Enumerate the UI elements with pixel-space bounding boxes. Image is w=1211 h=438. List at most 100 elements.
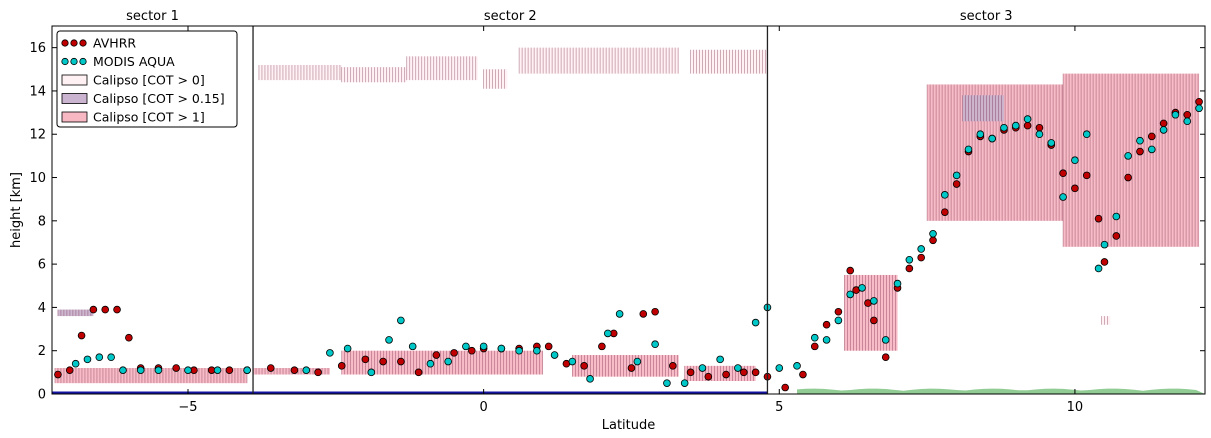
modis-point — [1136, 136, 1144, 145]
avhrr-point — [113, 305, 121, 314]
modis-point — [136, 366, 145, 374]
modis-point — [1094, 264, 1103, 273]
avhrr-point — [77, 331, 86, 340]
avhrr-point — [639, 310, 648, 318]
modis-point — [1082, 130, 1091, 139]
avhrr-point — [1094, 214, 1103, 223]
avhrr-point — [598, 342, 606, 351]
avhrr-point — [722, 370, 730, 379]
legend-label: Calipso [COT > 0] — [93, 73, 205, 88]
modis-point — [870, 297, 878, 305]
modis-point — [604, 329, 612, 338]
avhrr-point — [627, 364, 636, 372]
avhrr-point — [580, 362, 588, 370]
avhrr-point — [468, 346, 476, 355]
modis-point — [302, 366, 311, 374]
calipso-layer — [962, 95, 1004, 122]
avhrr-point — [704, 372, 713, 381]
modis-point — [964, 145, 973, 154]
avhrr-point — [379, 357, 387, 366]
modis-point — [154, 366, 163, 374]
avhrr-point — [669, 362, 677, 370]
calipso-layer-fill — [258, 64, 342, 81]
legend-label: Calipso [COT > 1] — [93, 110, 205, 125]
modis-point — [1147, 145, 1156, 154]
calipso-layer-fill — [341, 67, 407, 83]
x-tick-label: −5 — [178, 400, 197, 415]
modis-point — [1100, 240, 1109, 249]
x-axis-label: Latitude — [602, 418, 656, 433]
modis-legend-marker — [79, 57, 87, 66]
modis-point — [1023, 115, 1032, 123]
calipso-layer-fill — [572, 355, 679, 377]
modis-point — [810, 333, 819, 342]
calipso-layer — [844, 274, 898, 351]
x-tick-label: 0 — [479, 400, 487, 415]
modis-point — [213, 366, 222, 374]
avhrr-point — [929, 236, 937, 245]
modis-point — [775, 364, 784, 372]
modis-point — [716, 355, 724, 364]
calipso-layer-fill — [341, 350, 543, 375]
calipso-layer-fill — [519, 47, 679, 74]
avhrr-point — [266, 364, 275, 372]
avhrr-point — [1082, 171, 1091, 180]
modis-point — [343, 344, 352, 353]
avhrr-point — [781, 383, 789, 392]
avhrr-point — [1112, 232, 1121, 240]
avhrr-point — [905, 264, 914, 273]
sector-label: sector 1 — [126, 9, 179, 24]
calipso-layer — [1101, 316, 1111, 325]
avhrr-point — [917, 253, 925, 262]
avhrr-point — [1159, 119, 1168, 128]
avhrr-point — [337, 362, 346, 370]
avhrr-point — [1136, 147, 1144, 156]
calipso-layer — [1062, 73, 1200, 247]
legend-entry-cot1: Calipso [COT > 1] — [61, 110, 205, 125]
avhrr-point — [1147, 132, 1156, 141]
avhrr-point — [1071, 184, 1079, 193]
avhrr-point — [450, 349, 458, 357]
calipso-layer-fill — [1101, 316, 1111, 325]
modis-point — [941, 191, 949, 199]
calipso-layer — [483, 69, 508, 89]
y-tick-label: 8 — [38, 214, 46, 229]
modis-point — [1059, 193, 1067, 201]
modis-point — [976, 130, 985, 139]
modis-point — [119, 366, 127, 374]
modis-point — [1183, 117, 1192, 126]
modis-point — [905, 255, 914, 264]
legend-entry-cot0: Calipso [COT > 0] — [61, 73, 205, 88]
modis-point — [533, 346, 541, 355]
avhrr-point — [881, 353, 890, 362]
avhrr-point — [941, 208, 949, 216]
modis-point — [385, 336, 393, 344]
avhrr-point — [54, 370, 62, 379]
avhrr-point — [1023, 121, 1032, 130]
avhrr-point — [1059, 169, 1067, 178]
modis-point — [793, 362, 801, 370]
avhrr-point — [952, 180, 961, 188]
plot-frame — [51, 25, 1206, 395]
modis-point — [444, 357, 452, 366]
avhrr-point — [314, 368, 322, 377]
avhrr-point — [1183, 110, 1192, 119]
avhrr-point — [225, 366, 234, 374]
y-tick-label: 12 — [29, 128, 46, 143]
cot015-legend-swatch — [61, 93, 88, 104]
legend-label: Calipso [COT > 0.15] — [93, 91, 225, 106]
avhrr-point — [172, 364, 180, 372]
modis-point — [184, 366, 192, 374]
avhrr-point — [101, 305, 110, 314]
legend-entry-modis: MODIS AQUA — [61, 54, 175, 69]
avhrr-point — [846, 266, 855, 275]
y-tick-label: 0 — [38, 388, 46, 403]
calipso-layer — [406, 56, 478, 81]
avhrr-point — [651, 307, 659, 316]
avhrr-point — [686, 368, 695, 377]
calipso-layer — [258, 64, 342, 81]
modis-point — [881, 336, 890, 344]
modis-point — [83, 355, 92, 364]
legend-label: MODIS AQUA — [93, 54, 175, 69]
